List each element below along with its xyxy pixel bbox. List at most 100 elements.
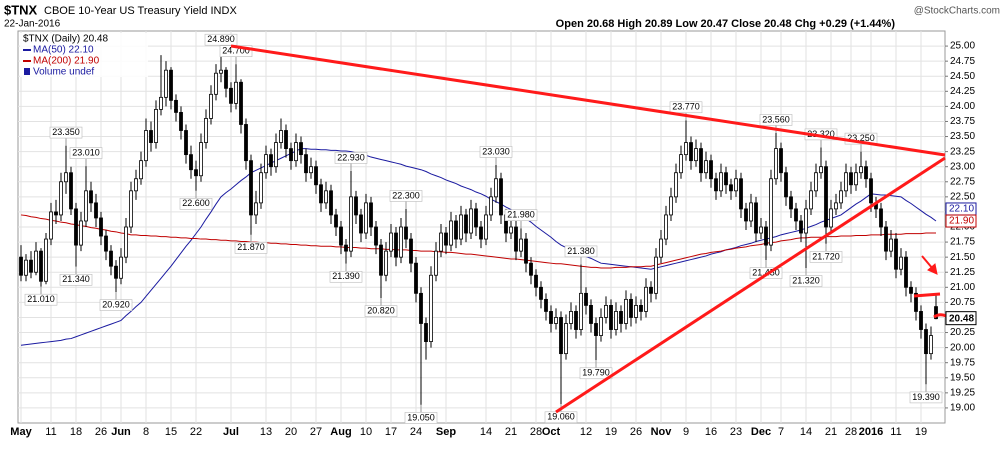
grid: [18, 31, 945, 423]
value-label: 21.380: [567, 246, 595, 256]
value-label: 19.060: [547, 412, 575, 422]
candle-body: [539, 286, 543, 300]
candle-body: [404, 226, 408, 240]
candle-body: [154, 109, 158, 143]
candle-body: [279, 130, 283, 143]
value-label: 24.700: [222, 46, 250, 56]
label-box: [579, 367, 613, 380]
moving-average-line: [20, 148, 937, 346]
candle-body: [849, 172, 853, 186]
value-label: 23.320: [807, 129, 835, 139]
candle-body: [259, 172, 263, 204]
candle-body: [649, 286, 653, 294]
x-tick-label: 23: [730, 426, 742, 438]
candle-body: [269, 154, 273, 168]
candle-body: [809, 190, 813, 210]
end-tag-label: 22.10: [949, 204, 974, 215]
x-tick-label: Sep: [436, 426, 456, 438]
value-label: 23.010: [72, 147, 100, 157]
candle-body: [234, 81, 238, 104]
candle-body: [564, 323, 568, 355]
value-label: 22.300: [392, 190, 420, 200]
candle-body: [779, 148, 783, 174]
candle-body: [69, 172, 73, 210]
x-tick-label: Jul: [223, 426, 239, 438]
price-tag: [945, 311, 977, 326]
candle-body: [534, 274, 538, 288]
candle-body: [559, 317, 563, 355]
candle-body: [644, 286, 648, 312]
candle-body: [499, 178, 503, 216]
y-tick-label: 19.75: [950, 357, 975, 368]
legend-swatch: [24, 68, 30, 75]
candle-body: [584, 292, 588, 306]
candle-body: [924, 329, 928, 355]
candle-body: [664, 214, 668, 240]
candle-body: [814, 172, 818, 192]
x-tick-label: 18: [70, 426, 82, 438]
label-box: [544, 411, 578, 424]
value-label: 23.030: [482, 146, 510, 156]
value-label: 21.870: [237, 242, 265, 252]
candle-body: [274, 142, 278, 168]
candle-body: [299, 142, 303, 156]
x-tick-label: Nov: [651, 426, 673, 438]
candle-body: [514, 226, 518, 252]
candle-body: [64, 172, 68, 183]
candle-body: [714, 178, 718, 192]
candle-body: [474, 208, 478, 228]
candle-body: [104, 235, 108, 252]
value-label: 21.450: [752, 268, 780, 278]
candle-body: [594, 323, 598, 336]
label-box: [69, 147, 103, 159]
candle-body: [124, 226, 128, 258]
candle-body: [654, 256, 658, 294]
trendlines: [230, 44, 947, 414]
candle-body: [149, 130, 153, 143]
y-tick-label: 24.75: [950, 56, 975, 67]
x-tick-label: Jun: [111, 426, 131, 438]
candle-body: [854, 172, 858, 186]
candle-body: [204, 118, 208, 143]
candle-body: [544, 298, 548, 312]
candle-body: [344, 244, 348, 252]
candle-body: [609, 304, 613, 330]
candle-body: [309, 166, 313, 174]
candle-body: [759, 226, 763, 234]
value-label: 23.250: [847, 133, 875, 143]
candle-body: [119, 256, 123, 279]
x-tick-label: 10: [360, 426, 372, 438]
candle-body: [589, 304, 593, 324]
candle-body: [359, 214, 363, 234]
candle-body: [24, 259, 28, 276]
value-label: 20.920: [102, 300, 130, 310]
candle-body: [294, 142, 298, 162]
candle-body: [524, 238, 528, 264]
candle-body: [634, 304, 638, 318]
candle-body: [224, 69, 228, 89]
candle-body: [464, 214, 468, 234]
candle-body: [909, 286, 913, 294]
y-tick-label: 20.25: [950, 327, 975, 338]
label-box: [789, 275, 823, 287]
arrow-head: [927, 263, 938, 275]
candle-body: [244, 124, 248, 162]
candle-body: [879, 208, 883, 228]
candle-body: [859, 166, 863, 174]
candle-body: [899, 256, 903, 270]
candle-body: [194, 169, 198, 177]
x-tick-label: 9: [683, 426, 689, 438]
price-tag-label: 20.48: [949, 313, 974, 324]
chart-date: 22-Jan-2016: [4, 19, 61, 30]
candle-body: [704, 160, 708, 174]
candle-body: [774, 148, 778, 180]
candle-body: [619, 311, 623, 324]
legend-label: MA(200) 21.90: [33, 56, 100, 67]
value-label: 21.010: [27, 294, 55, 304]
candle-body: [419, 292, 423, 324]
candle-body: [439, 232, 443, 252]
candle-body: [339, 226, 343, 246]
x-tick-label: 8: [143, 426, 149, 438]
label-box: [909, 391, 943, 404]
label-box: [479, 146, 513, 158]
